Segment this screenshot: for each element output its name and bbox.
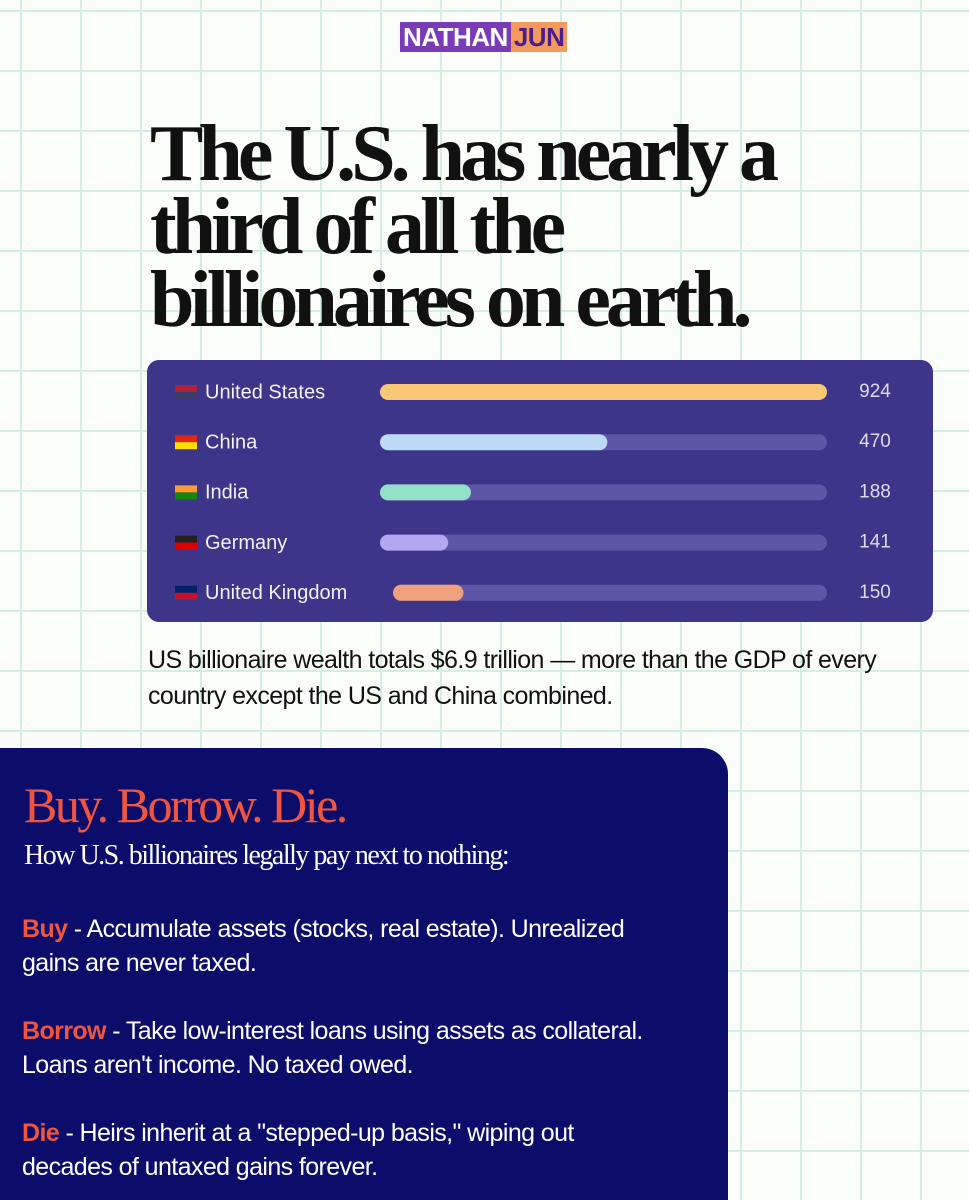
headline: The U.S. has nearly a third of all the b… (150, 110, 779, 344)
flag (175, 385, 197, 392)
item-term: Buy (22, 915, 68, 943)
value-label: 141 (859, 532, 891, 553)
brand: NATHAN JUN (400, 22, 568, 52)
bar (380, 484, 471, 501)
brand-first: NATHAN (400, 22, 511, 52)
caption: US billionaire wealth totals $6.9 trilli… (148, 646, 877, 710)
category-label: United States (205, 381, 325, 403)
value-label: 470 (859, 431, 891, 452)
category-label: India (205, 482, 249, 504)
panel-subtitle: How U.S. billionaires legally pay next t… (24, 840, 510, 871)
chart: United States 924 China 470 India 188 Germany 1… (147, 360, 933, 622)
bar-track (380, 534, 827, 551)
panel-title: Buy. Borrow. Die. (24, 777, 348, 833)
flag (175, 585, 197, 593)
category-label: Germany (205, 532, 287, 554)
bar-track (393, 584, 827, 601)
value-label: 150 (859, 582, 891, 603)
flag (175, 542, 197, 550)
flag (175, 592, 197, 600)
item-term: Borrow (22, 1017, 107, 1045)
flag (175, 492, 197, 500)
panel: Buy. Borrow. Die. How U.S. billionaires … (0, 748, 728, 1200)
flag (175, 435, 197, 443)
item-text: - Heirs inherit at a "stepped-up basis,"… (22, 1119, 574, 1181)
bar-track (380, 484, 827, 501)
bar (380, 534, 449, 551)
category-label: United Kingdom (205, 582, 347, 604)
item-term: Die (22, 1119, 60, 1147)
bar (380, 384, 827, 400)
bar (393, 584, 464, 601)
item-text: - Accumulate assets (stocks, real estate… (22, 915, 625, 977)
value-label: 924 (859, 381, 891, 402)
bar (380, 434, 608, 451)
item: Borrow - Take low-interest loans using a… (22, 1014, 662, 1082)
item: Buy - Accumulate assets (stocks, real es… (22, 912, 662, 980)
item: Die - Heirs inherit at a "stepped-up bas… (22, 1116, 662, 1184)
brand-last: JUN (510, 22, 568, 52)
flag (175, 535, 197, 543)
category-label: China (205, 431, 258, 453)
flag (175, 485, 197, 493)
item-text: - Take low-interest loans using assets a… (22, 1017, 643, 1079)
flag (175, 392, 197, 399)
flag (175, 442, 197, 450)
value-label: 188 (859, 481, 891, 502)
